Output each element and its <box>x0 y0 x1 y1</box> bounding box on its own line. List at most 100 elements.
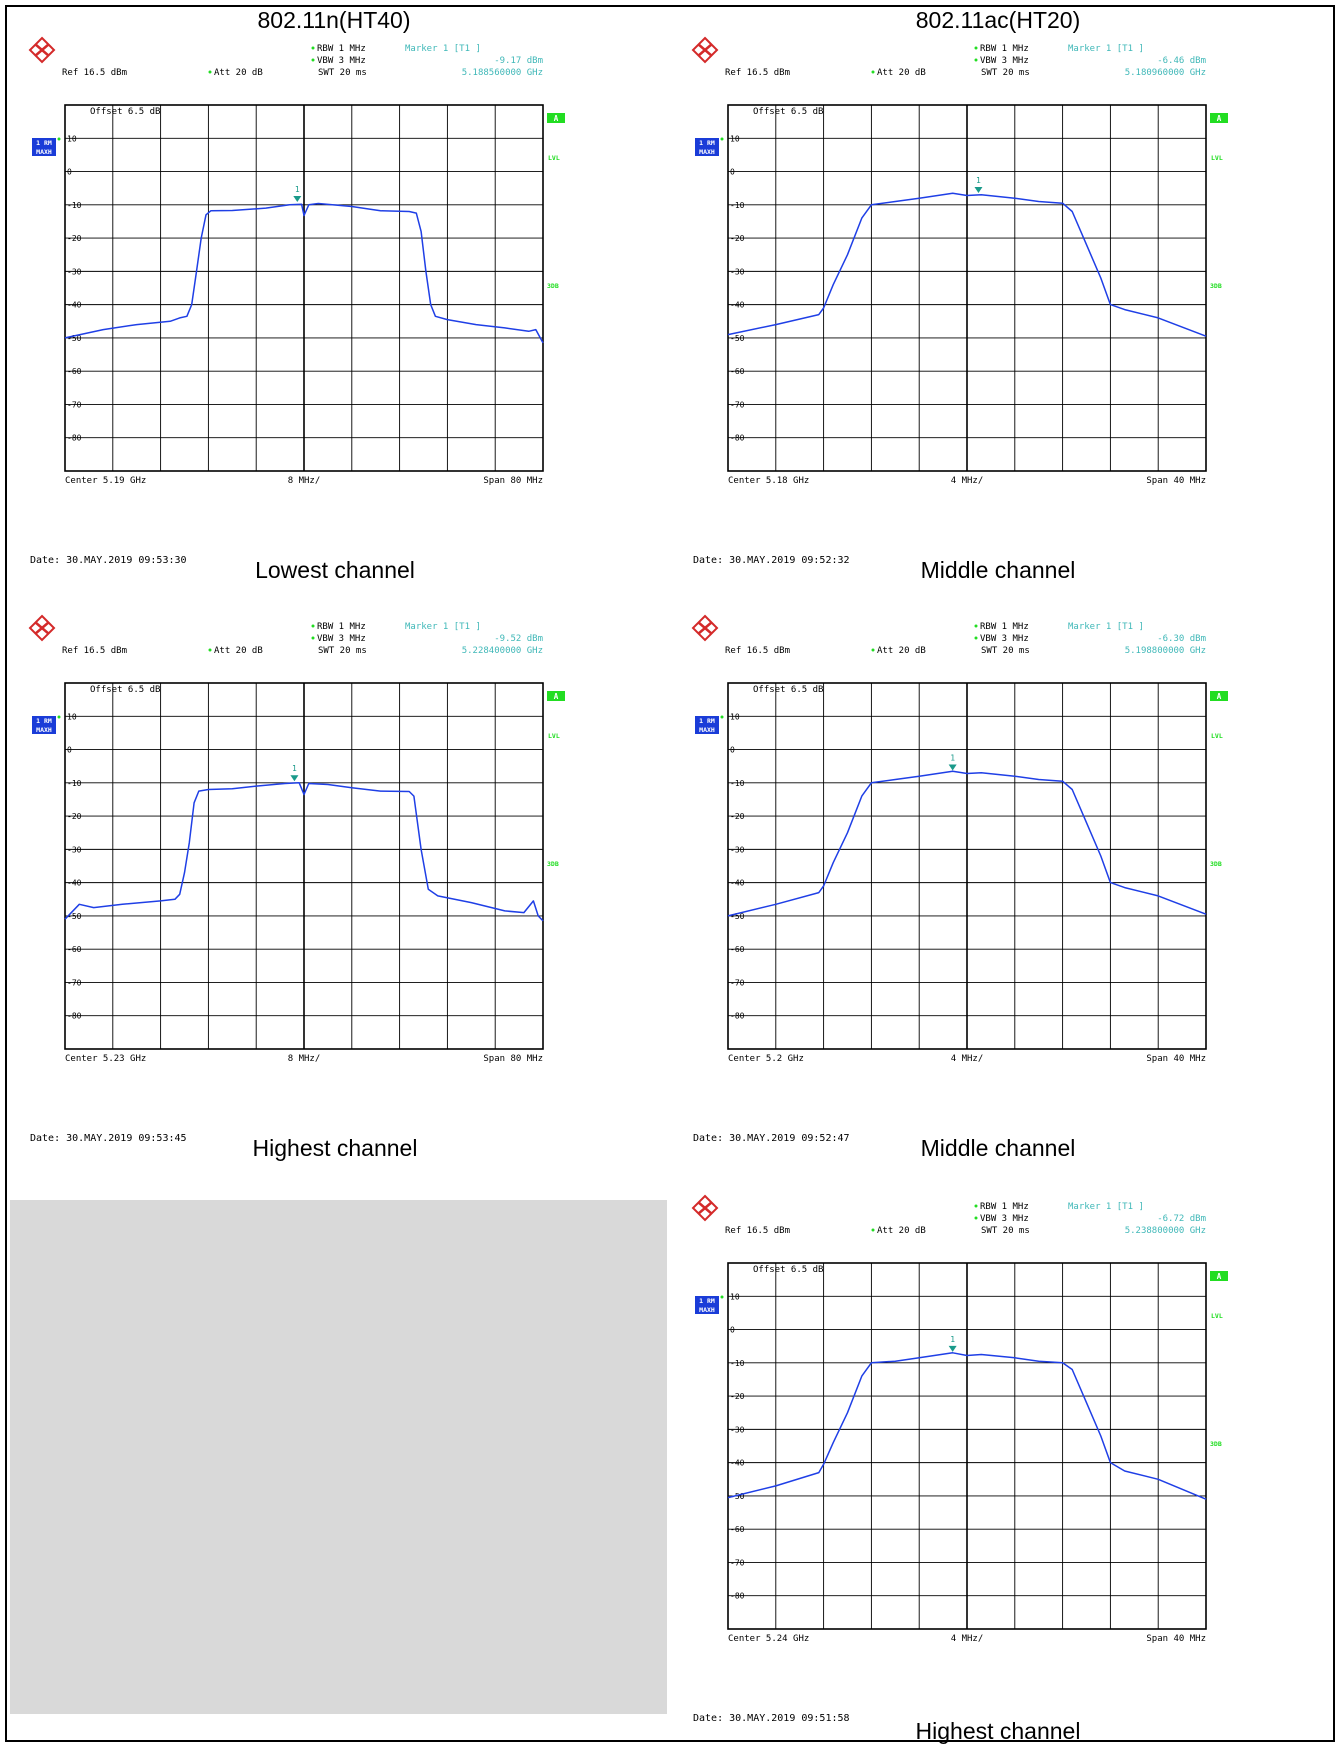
y-tick-label: -50 <box>67 334 82 343</box>
spectrum-svg: RBW 1 MHz VBW 3 MHz SWT 20 ms Ref 16.5 dBm A… <box>691 614 1228 1144</box>
db3-label: 3DB <box>1210 282 1222 290</box>
marker-triangle <box>948 764 957 771</box>
marker-frequency: 5.238800000 GHz <box>1125 1226 1206 1236</box>
y-tick-label: -10 <box>730 1359 745 1368</box>
span-label: Span 80 MHz <box>483 476 543 486</box>
center-frequency: Center 5.24 GHz <box>728 1634 809 1644</box>
trace-mode-badge <box>695 716 719 734</box>
lvl-label: LVL <box>1211 1312 1223 1320</box>
lvl-label: LVL <box>1211 154 1223 162</box>
y-tick-label: -60 <box>67 367 82 376</box>
vbw-label: VBW 3 MHz <box>980 1214 1029 1224</box>
y-tick-label: -60 <box>730 1525 745 1534</box>
spectrum-svg: RBW 1 MHz VBW 3 MHz SWT 20 ms Ref 16.5 dBm A… <box>28 36 565 566</box>
spectrum-plot-ht40-highest: RBW 1 MHz VBW 3 MHz SWT 20 ms Ref 16.5 dBm A… <box>20 608 680 1168</box>
marker-label: Marker 1 [T1 ] <box>405 622 481 632</box>
center-frequency: Center 5.19 GHz <box>65 476 146 486</box>
att-label: Att 20 dB <box>877 646 926 656</box>
marker-label: Marker 1 [T1 ] <box>1068 622 1144 632</box>
spectrum-plot-ht20-middle-2: RBW 1 MHz VBW 3 MHz SWT 20 ms Ref 16.5 dBm A… <box>683 608 1340 1168</box>
rs-logo-icon <box>28 614 56 642</box>
date-stamp: Date: 30.MAY.2019 09:52:32 <box>693 555 850 566</box>
att-dot-icon <box>871 70 875 74</box>
y-tick-label: -20 <box>67 234 82 243</box>
db3-label: 3DB <box>1210 1440 1222 1448</box>
att-dot-icon <box>208 70 212 74</box>
vbw-label: VBW 3 MHz <box>317 56 366 66</box>
offset-label: Offset 6.5 dB <box>90 107 160 117</box>
trace-dot-icon <box>57 137 61 141</box>
date-stamp: Date: 30.MAY.2019 09:53:30 <box>30 555 187 566</box>
logo-outline <box>28 36 56 64</box>
rs-logo-icon <box>691 1194 719 1222</box>
a-badge <box>1210 1271 1228 1281</box>
trace-mode-2: MAXH <box>699 1306 715 1314</box>
vbw-dot-icon <box>974 58 978 62</box>
trace-mode-2: MAXH <box>699 148 715 156</box>
y-tick-label: -80 <box>730 434 745 443</box>
vbw-dot-icon <box>974 636 978 640</box>
att-label: Att 20 dB <box>877 68 926 78</box>
marker-label: Marker 1 [T1 ] <box>1068 44 1144 54</box>
swt-label: SWT 20 ms <box>981 646 1030 656</box>
y-tick-label: -30 <box>730 845 745 854</box>
swt-label: SWT 20 ms <box>981 1226 1030 1236</box>
trace-mode-badge <box>32 138 56 156</box>
y-tick-label: 0 <box>730 1326 735 1335</box>
y-tick-label: -50 <box>67 912 82 921</box>
center-frequency: Center 5.2 GHz <box>728 1054 804 1064</box>
y-tick-label: 0 <box>67 168 72 177</box>
lvl-label: LVL <box>1211 732 1223 740</box>
marker-number: 1 <box>292 764 297 773</box>
trace-mode-2: MAXH <box>36 726 52 734</box>
a-badge-label: A <box>1217 692 1222 701</box>
outer-frame <box>5 5 1335 1742</box>
marker-triangle <box>290 775 299 782</box>
column-title-ht40: 802.11n(HT40) <box>257 7 411 33</box>
offset-label: Offset 6.5 dB <box>753 685 823 695</box>
a-badge <box>547 113 565 123</box>
y-tick-label: -70 <box>730 400 745 409</box>
logo-stroke-2 <box>697 1201 713 1215</box>
y-tick-label: -70 <box>67 978 82 987</box>
marker-triangle <box>974 187 983 194</box>
empty-placeholder <box>10 1200 667 1714</box>
y-tick-label: 0 <box>730 746 735 755</box>
y-tick-label: -10 <box>67 201 82 210</box>
y-tick-label: -80 <box>730 1592 745 1601</box>
y-tick-label: 10 <box>67 712 77 721</box>
marker-label: Marker 1 [T1 ] <box>405 44 481 54</box>
marker-triangle <box>293 196 302 203</box>
rbw-dot-icon <box>974 1204 978 1208</box>
y-tick-label: -20 <box>730 234 745 243</box>
trace-mode-1: 1 RM <box>36 139 52 147</box>
rbw-dot-icon <box>974 46 978 50</box>
rs-logo-icon <box>691 36 719 64</box>
y-tick-label: -50 <box>730 1492 745 1501</box>
spectrum-plot-ht20-highest: RBW 1 MHz VBW 3 MHz SWT 20 ms Ref 16.5 dBm A… <box>683 1188 1340 1748</box>
ref-label: Ref 16.5 dBm <box>725 646 790 656</box>
y-tick-label: 0 <box>730 168 735 177</box>
center-frequency: Center 5.23 GHz <box>65 1054 146 1064</box>
vbw-label: VBW 3 MHz <box>980 634 1029 644</box>
y-tick-label: 10 <box>730 1292 740 1301</box>
y-tick-label: -70 <box>730 978 745 987</box>
logo-stroke-2 <box>697 43 713 57</box>
y-tick-label: -50 <box>730 334 745 343</box>
span-label: Span 40 MHz <box>1146 1634 1206 1644</box>
marker-level: -9.52 dBm <box>494 634 543 644</box>
y-tick-label: -80 <box>730 1012 745 1021</box>
marker-label: Marker 1 [T1 ] <box>1068 1202 1144 1212</box>
ref-label: Ref 16.5 dBm <box>725 1226 790 1236</box>
a-badge <box>1210 691 1228 701</box>
rbw-dot-icon <box>974 624 978 628</box>
a-badge-label: A <box>554 692 559 701</box>
vbw-label: VBW 3 MHz <box>980 56 1029 66</box>
y-tick-label: -30 <box>730 267 745 276</box>
y-tick-label: -30 <box>67 267 82 276</box>
db3-label: 3DB <box>1210 860 1222 868</box>
logo-stroke-2 <box>697 621 713 635</box>
span-label: Span 40 MHz <box>1146 476 1206 486</box>
trace-dot-icon <box>720 137 724 141</box>
rbw-label: RBW 1 MHz <box>980 622 1029 632</box>
